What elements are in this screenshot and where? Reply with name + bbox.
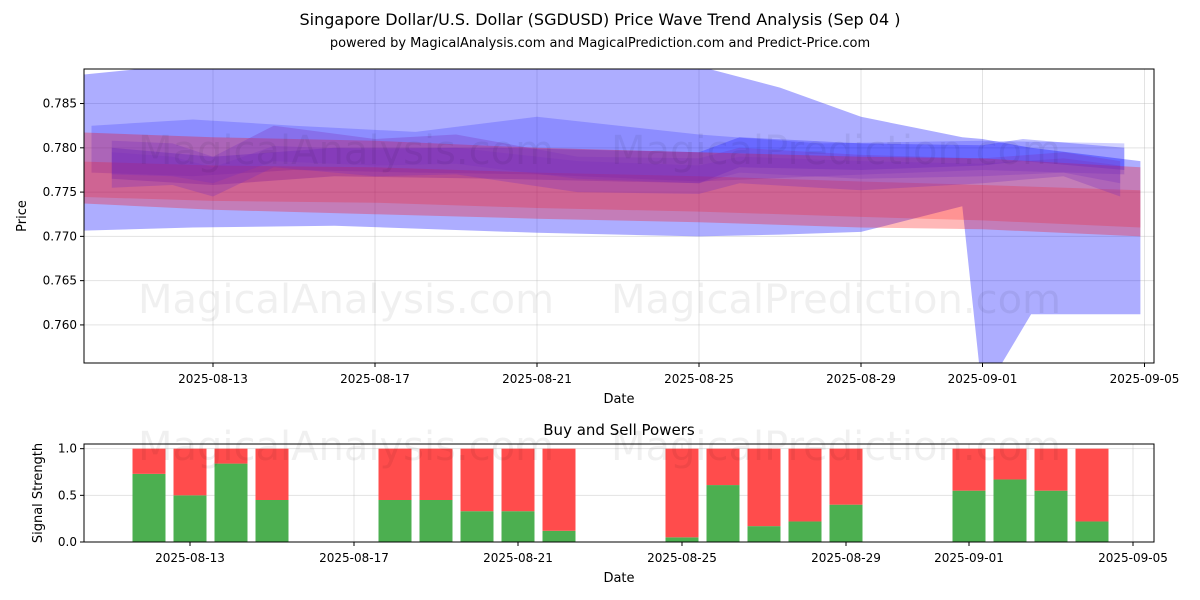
power-x-tick-label: 2025-08-17 bbox=[319, 551, 389, 565]
power-title: Buy and Sell Powers bbox=[543, 421, 695, 439]
price-x-tick-label: 2025-08-21 bbox=[502, 372, 572, 386]
sell-bar bbox=[501, 448, 535, 512]
buy-bar bbox=[542, 530, 576, 542]
sell-bar bbox=[378, 448, 412, 500]
power-x-tick-label: 2025-08-25 bbox=[647, 551, 717, 565]
price-x-tick-label: 2025-08-13 bbox=[178, 372, 248, 386]
watermark-prediction-2: MagicalPrediction.com bbox=[611, 277, 1061, 323]
buy-bar bbox=[419, 500, 453, 542]
sell-bar bbox=[419, 448, 453, 500]
sell-bar bbox=[952, 448, 986, 491]
price-x-tick-label: 2025-08-17 bbox=[340, 372, 410, 386]
buy-bar bbox=[1075, 521, 1109, 542]
power-plot-frame bbox=[83, 443, 1155, 543]
buy-bar bbox=[747, 526, 781, 542]
watermark-analysis-2: MagicalAnalysis.com bbox=[138, 277, 554, 323]
price-y-tick-label: 0.780 bbox=[43, 141, 77, 155]
band-mid-red-band bbox=[84, 161, 1141, 228]
buy-bar bbox=[460, 511, 494, 542]
power-x-tick-label: 2025-09-01 bbox=[934, 551, 1004, 565]
band-wide-blue-band bbox=[84, 69, 1141, 363]
price-x-tick-label: 2025-09-01 bbox=[948, 372, 1018, 386]
sell-bar bbox=[747, 448, 781, 527]
sell-bar bbox=[214, 448, 248, 464]
buy-bar bbox=[1034, 490, 1068, 542]
sell-bar bbox=[829, 448, 863, 505]
watermark-analysis-3: MagicalAnalysis.com bbox=[138, 424, 554, 470]
sell-bar bbox=[665, 448, 699, 538]
band-strong-blue-core bbox=[111, 137, 1125, 185]
watermark-prediction-3: MagicalPrediction.com bbox=[611, 424, 1061, 470]
sell-bar bbox=[255, 448, 289, 500]
price-y-label: Price bbox=[15, 200, 30, 232]
buy-bar bbox=[132, 473, 166, 542]
price-y-tick-label: 0.775 bbox=[43, 185, 77, 199]
power-axis-ticks: 2025-08-13 2025-08-17 2025-08-21 2025-08-25… bbox=[58, 442, 1168, 565]
sell-bar bbox=[132, 448, 166, 474]
band-purple-wave-2 bbox=[111, 146, 1121, 184]
power-y-tick-label: 0.5 bbox=[58, 488, 77, 502]
watermark-analysis: MagicalAnalysis.com bbox=[138, 128, 554, 174]
band-purple-wave-1 bbox=[111, 125, 1121, 197]
price-y-tick-label: 0.785 bbox=[43, 97, 77, 111]
sell-bar bbox=[1034, 448, 1068, 491]
buy-bar bbox=[788, 521, 822, 542]
power-x-tick-label: 2025-09-05 bbox=[1098, 551, 1168, 565]
price-y-tick-label: 0.765 bbox=[43, 274, 77, 288]
buy-bar bbox=[214, 463, 248, 542]
power-bars bbox=[132, 448, 1109, 542]
chart-subtitle: powered by MagicalAnalysis.com and Magic… bbox=[330, 36, 870, 51]
price-y-tick-label: 0.760 bbox=[43, 318, 77, 332]
band-upper-mid-band bbox=[91, 116, 1125, 182]
price-axis-ticks: 2025-08-13 2025-08-17 2025-08-21 2025-08-25… bbox=[43, 97, 1180, 386]
band-wide-red-band bbox=[84, 132, 1141, 237]
sell-bar bbox=[460, 448, 494, 512]
power-x-label: Date bbox=[603, 571, 634, 586]
price-plot: MagicalAnalysis.com MagicalPrediction.co… bbox=[15, 68, 1180, 407]
power-y-tick-label: 1.0 bbox=[58, 442, 77, 456]
sell-bar bbox=[173, 448, 207, 496]
buy-bar bbox=[993, 479, 1027, 542]
buy-bar bbox=[501, 511, 535, 542]
price-plot-frame bbox=[83, 68, 1155, 364]
sell-bar bbox=[993, 448, 1027, 480]
buy-bar bbox=[378, 500, 412, 542]
price-bands bbox=[84, 69, 1141, 363]
power-y-label: Signal Strength bbox=[31, 443, 46, 543]
power-x-tick-label: 2025-08-21 bbox=[483, 551, 553, 565]
sell-bar bbox=[1075, 448, 1109, 522]
price-x-tick-label: 2025-08-25 bbox=[664, 372, 734, 386]
price-x-label: Date bbox=[603, 392, 634, 407]
buy-bar bbox=[173, 495, 207, 542]
price-x-tick-label: 2025-08-29 bbox=[826, 372, 896, 386]
sell-bar bbox=[542, 448, 576, 531]
price-y-tick-label: 0.770 bbox=[43, 229, 77, 243]
buy-bar bbox=[952, 490, 986, 542]
power-x-tick-label: 2025-08-29 bbox=[811, 551, 881, 565]
buy-bar bbox=[829, 504, 863, 542]
price-x-tick-label: 2025-09-05 bbox=[1110, 372, 1180, 386]
power-plot: Buy and Sell Powers MagicalAnalysis.com … bbox=[31, 421, 1168, 586]
price-grid bbox=[84, 69, 1154, 363]
sell-bar bbox=[788, 448, 822, 522]
buy-bar bbox=[665, 537, 699, 542]
power-y-tick-label: 0.0 bbox=[58, 535, 77, 549]
buy-bar bbox=[255, 500, 289, 542]
watermark-prediction: MagicalPrediction.com bbox=[611, 128, 1061, 174]
chart-title: Singapore Dollar/U.S. Dollar (SGDUSD) Pr… bbox=[300, 10, 901, 29]
sell-bar bbox=[706, 448, 740, 486]
buy-bar bbox=[706, 485, 740, 542]
power-x-tick-label: 2025-08-13 bbox=[155, 551, 225, 565]
